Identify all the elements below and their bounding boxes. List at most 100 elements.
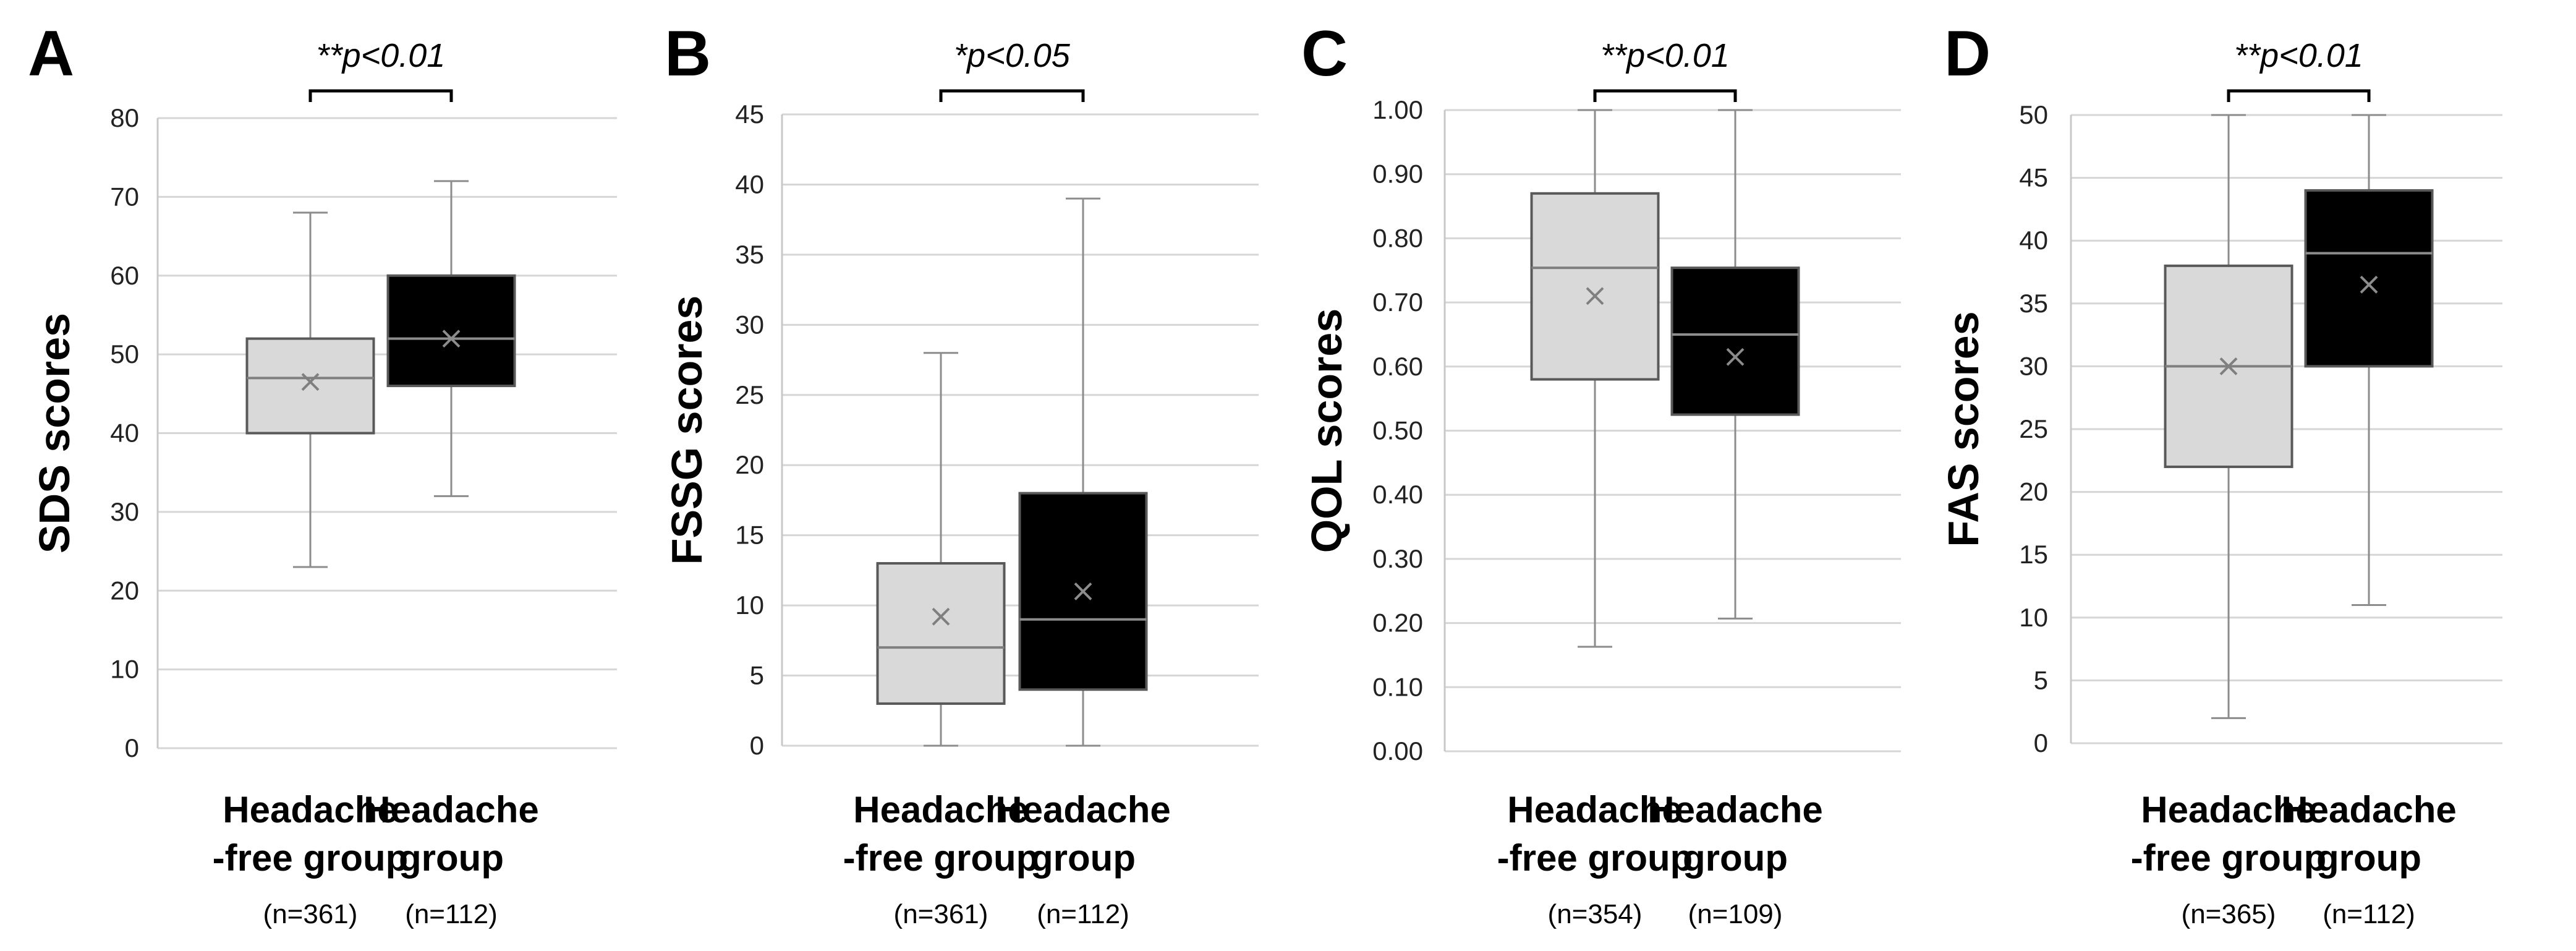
box-headache-free <box>245 211 375 568</box>
y-tick-label: 15 <box>735 521 764 550</box>
y-axis-label: FSSG scores <box>663 296 711 565</box>
sample-size-label: (n=109) <box>1688 899 1783 929</box>
panel-letter: D <box>1944 18 1991 90</box>
sample-size-label: (n=361) <box>263 899 358 929</box>
y-tick-label: 45 <box>2019 163 2048 192</box>
y-tick-label: 0.00 <box>1372 736 1423 765</box>
y-tick-label: 45 <box>735 100 764 129</box>
panel-d: D FAS scores 0 5 10 15 20 25 30 35 40 45 50 Headache -… <box>1939 18 2502 929</box>
iqr-box <box>1670 267 1800 416</box>
category-label-line1: Headache <box>2281 789 2456 830</box>
y-tick-label: 0.40 <box>1372 480 1423 509</box>
significance-label: **p<0.01 <box>2234 37 2363 74</box>
box-headache <box>2304 114 2434 606</box>
category-label-line1: Headache <box>2141 789 2316 830</box>
y-tick-label: 60 <box>110 261 139 290</box>
y-tick-label: 0.90 <box>1372 160 1423 189</box>
category-label-line2: group <box>1031 837 1136 879</box>
y-tick-label: 50 <box>2019 100 2048 129</box>
y-tick-label: 15 <box>2019 540 2048 569</box>
y-axis-label: FAS scores <box>1939 311 1987 547</box>
iqr-box <box>876 562 1006 705</box>
y-tick-label: 0.70 <box>1372 288 1423 317</box>
box-headache <box>1670 109 1800 620</box>
significance-bracket <box>1593 89 1737 102</box>
category-label-line1: Headache <box>853 789 1028 830</box>
y-tick-label: 5 <box>750 661 764 690</box>
mean-marker <box>442 330 461 348</box>
panel-c: C QOL scores 0.00 0.10 0.20 0.30 0.40 0.50 0.60 0… <box>1301 18 1901 929</box>
y-tick-label: 25 <box>735 380 764 409</box>
panel-letter: B <box>665 18 711 90</box>
y-tick-label: 5 <box>2034 665 2048 694</box>
y-tick-label: 35 <box>2019 289 2048 318</box>
mean-marker <box>1586 287 1604 305</box>
mean-marker <box>932 607 950 626</box>
panel-b: B FSSG scores 0 5 10 15 20 25 30 35 40 45 Headache -f… <box>663 18 1259 929</box>
sample-size-label: (n=354) <box>1548 899 1643 929</box>
box-headache-free <box>1530 109 1660 648</box>
y-tick-label: 0.80 <box>1372 223 1423 252</box>
y-tick-label: 10 <box>110 655 139 684</box>
significance-label: **p<0.01 <box>317 37 446 74</box>
category-label-line2: -free group <box>213 837 409 879</box>
box-headache <box>386 180 516 497</box>
iqr-box <box>2304 189 2434 368</box>
iqr-box <box>1530 192 1660 381</box>
y-tick-label: 0 <box>750 731 764 760</box>
significance-label: *p<0.05 <box>954 37 1071 74</box>
mean-marker <box>1726 348 1745 366</box>
y-tick-label: 20 <box>110 576 139 605</box>
panel-letter: C <box>1301 18 1348 90</box>
panel-a: A SDS scores 0 10 20 30 40 50 60 70 80 Headache -fre… <box>28 18 617 929</box>
y-tick-label: 70 <box>110 182 139 211</box>
category-label-line1: Headache <box>363 789 538 830</box>
category-label-line2: -free group <box>2131 837 2327 879</box>
y-tick-label: 30 <box>2019 351 2048 380</box>
y-tick-label: 10 <box>735 591 764 620</box>
y-tick-label: 20 <box>2019 477 2048 506</box>
y-tick-label: 10 <box>2019 603 2048 632</box>
y-tick-label: 25 <box>2019 414 2048 443</box>
category-label-line2: -free group <box>1497 837 1693 879</box>
significance-bracket <box>2227 89 2371 102</box>
y-tick-label: 20 <box>735 450 764 479</box>
significance-bracket <box>308 89 453 102</box>
y-tick-label: 0 <box>125 733 139 762</box>
category-label-line2: group <box>399 837 504 879</box>
y-tick-label: 35 <box>735 240 764 269</box>
y-tick-label: 0 <box>2034 728 2048 757</box>
sample-size-label: (n=112) <box>405 899 498 929</box>
y-tick-label: 40 <box>2019 226 2048 255</box>
category-label-line2: group <box>2316 837 2421 879</box>
category-label-line1: Headache <box>1647 789 1822 830</box>
y-axis-label: SDS scores <box>30 313 79 553</box>
y-tick-label: 0.30 <box>1372 544 1423 573</box>
category-label-line1: Headache <box>1507 789 1682 830</box>
category-label-line2: -free group <box>843 837 1039 879</box>
category-label-line2: group <box>1683 837 1788 879</box>
iqr-box <box>386 274 516 388</box>
mean-marker <box>301 373 320 391</box>
sample-size-label: (n=365) <box>2182 899 2276 929</box>
y-tick-label: 30 <box>735 310 764 339</box>
sample-size-label: (n=112) <box>2323 899 2415 929</box>
y-tick-label: 1.00 <box>1372 95 1423 124</box>
y-tick-label: 0.60 <box>1372 352 1423 381</box>
significance-label: **p<0.01 <box>1600 37 1730 74</box>
mean-marker <box>1074 582 1092 600</box>
y-tick-label: 40 <box>735 169 764 198</box>
sample-size-label: (n=112) <box>1037 899 1129 929</box>
y-tick-label: 50 <box>110 339 139 369</box>
y-tick-label: 0.20 <box>1372 608 1423 638</box>
sample-size-label: (n=361) <box>894 899 988 929</box>
category-label-line1: Headache <box>223 789 397 830</box>
mean-marker <box>2360 275 2378 294</box>
significance-bracket <box>939 89 1085 102</box>
y-axis-label: QOL scores <box>1303 309 1351 553</box>
panel-letter: A <box>28 18 74 90</box>
y-tick-label: 80 <box>110 103 139 132</box>
y-tick-label: 40 <box>110 419 139 448</box>
iqr-box <box>245 337 375 435</box>
